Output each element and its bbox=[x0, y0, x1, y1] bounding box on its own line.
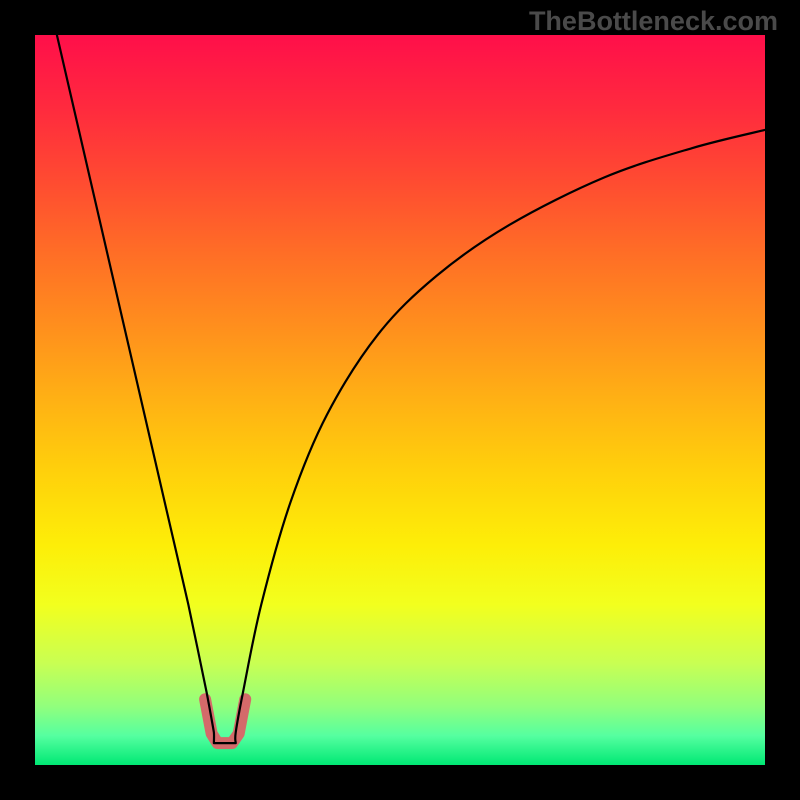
chart-root: TheBottleneck.com bbox=[0, 0, 800, 800]
gradient-background bbox=[35, 35, 765, 765]
watermark-text: TheBottleneck.com bbox=[529, 6, 778, 37]
plot-area bbox=[35, 35, 765, 765]
